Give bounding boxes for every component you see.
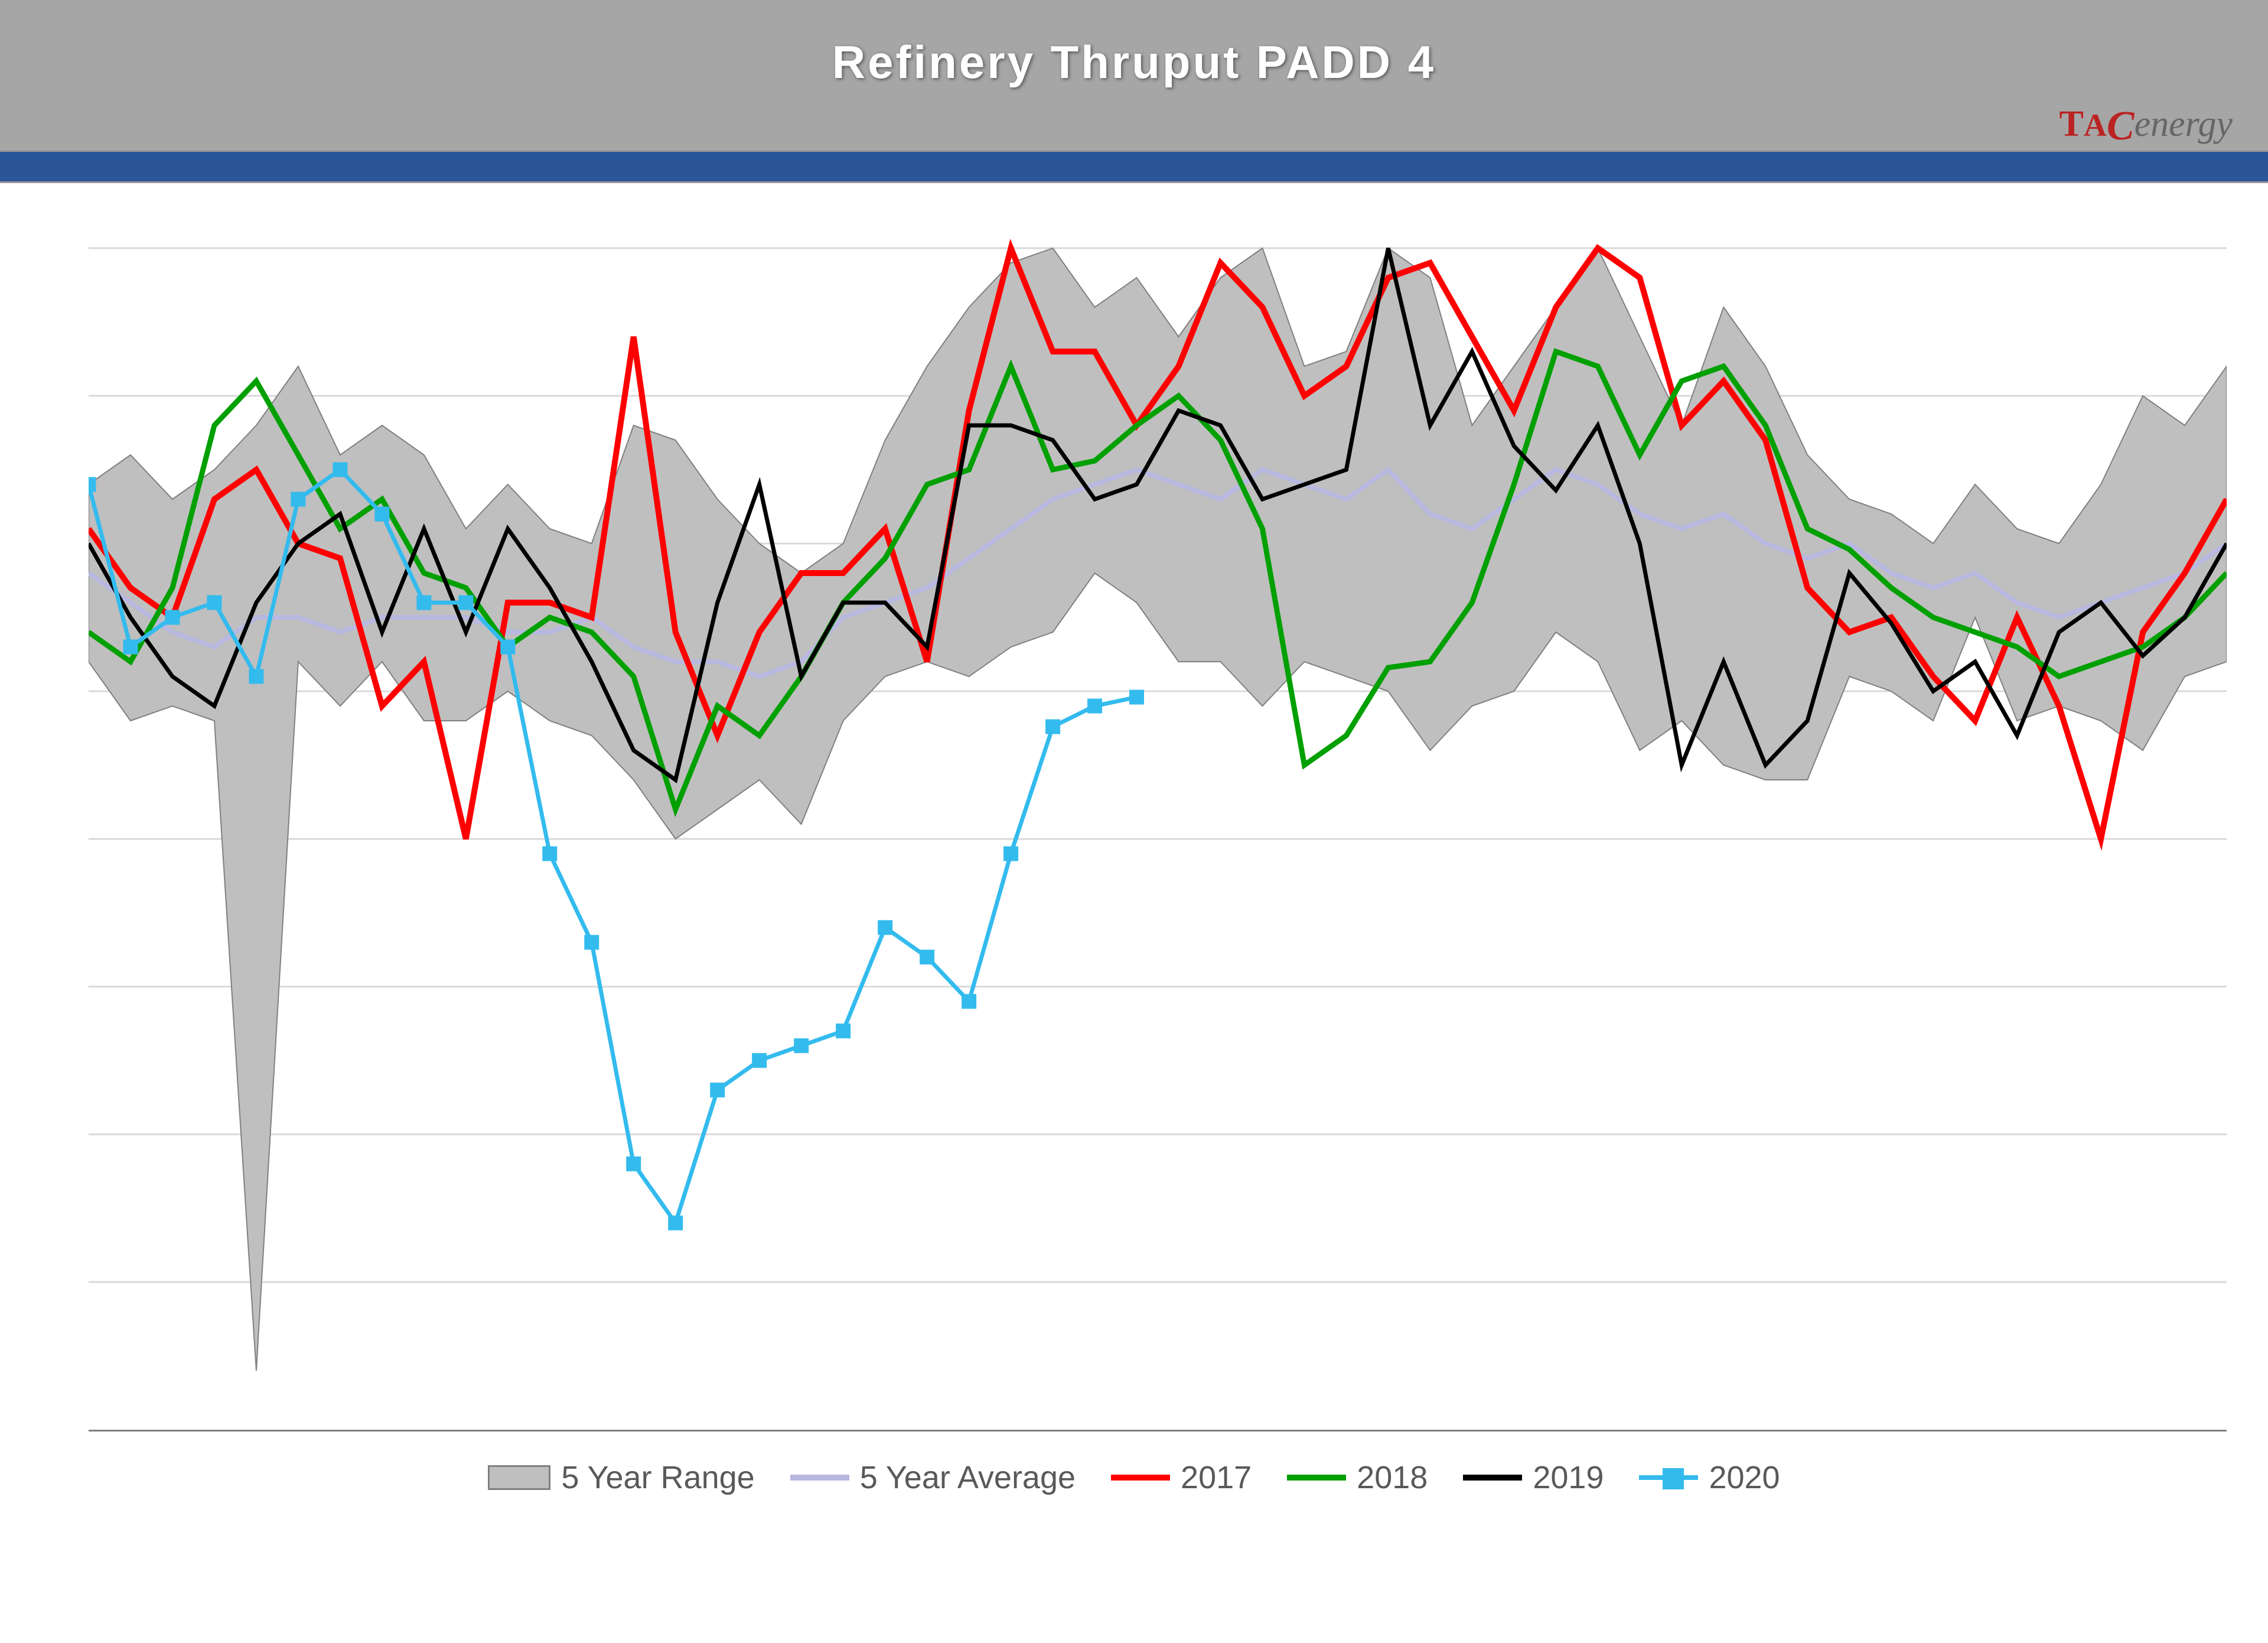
legend-row: 5 Year Range 5 Year Average 2017 2018 20… — [488, 1459, 1780, 1496]
legend-swatch-2017 — [1111, 1475, 1170, 1481]
plot-area — [89, 189, 2227, 1430]
logo-letter-a: A — [2084, 108, 2107, 143]
plot-svg — [89, 189, 2227, 1430]
legend-swatch-range — [488, 1465, 550, 1490]
chart-container: Refinery Thruput PADD 4 TACenergy 5 Year… — [0, 0, 2268, 1643]
legend-label-2017: 2017 — [1181, 1459, 1252, 1496]
legend: 5 Year Range 5 Year Average 2017 2018 20… — [0, 1459, 2268, 1496]
header-bluebar — [0, 150, 2268, 183]
legend-item-2019: 2019 — [1463, 1459, 1604, 1496]
logo-rest: energy — [2135, 104, 2233, 144]
logo-letter-c: C — [2107, 103, 2135, 149]
legend-swatch-2018 — [1287, 1475, 1346, 1481]
legend-label-avg: 5 Year Average — [860, 1459, 1076, 1496]
chart-header: Refinery Thruput PADD 4 TACenergy — [0, 0, 2268, 150]
legend-item-2017: 2017 — [1111, 1459, 1252, 1496]
legend-label-range: 5 Year Range — [561, 1459, 754, 1496]
brand-logo: TACenergy — [2060, 99, 2233, 147]
legend-swatch-2020 — [1639, 1475, 1698, 1480]
chart-title: Refinery Thruput PADD 4 — [0, 35, 2268, 89]
legend-swatch-avg — [790, 1475, 849, 1481]
legend-label-2018: 2018 — [1357, 1459, 1428, 1496]
logo-letter-t: T — [2060, 104, 2084, 144]
legend-item-2020: 2020 — [1639, 1459, 1780, 1496]
legend-item-avg: 5 Year Average — [790, 1459, 1076, 1496]
legend-item-range: 5 Year Range — [488, 1459, 754, 1496]
legend-swatch-2019 — [1463, 1475, 1522, 1481]
legend-label-2019: 2019 — [1533, 1459, 1604, 1496]
legend-label-2020: 2020 — [1709, 1459, 1780, 1496]
x-axis-line — [89, 1430, 2227, 1437]
legend-item-2018: 2018 — [1287, 1459, 1428, 1496]
